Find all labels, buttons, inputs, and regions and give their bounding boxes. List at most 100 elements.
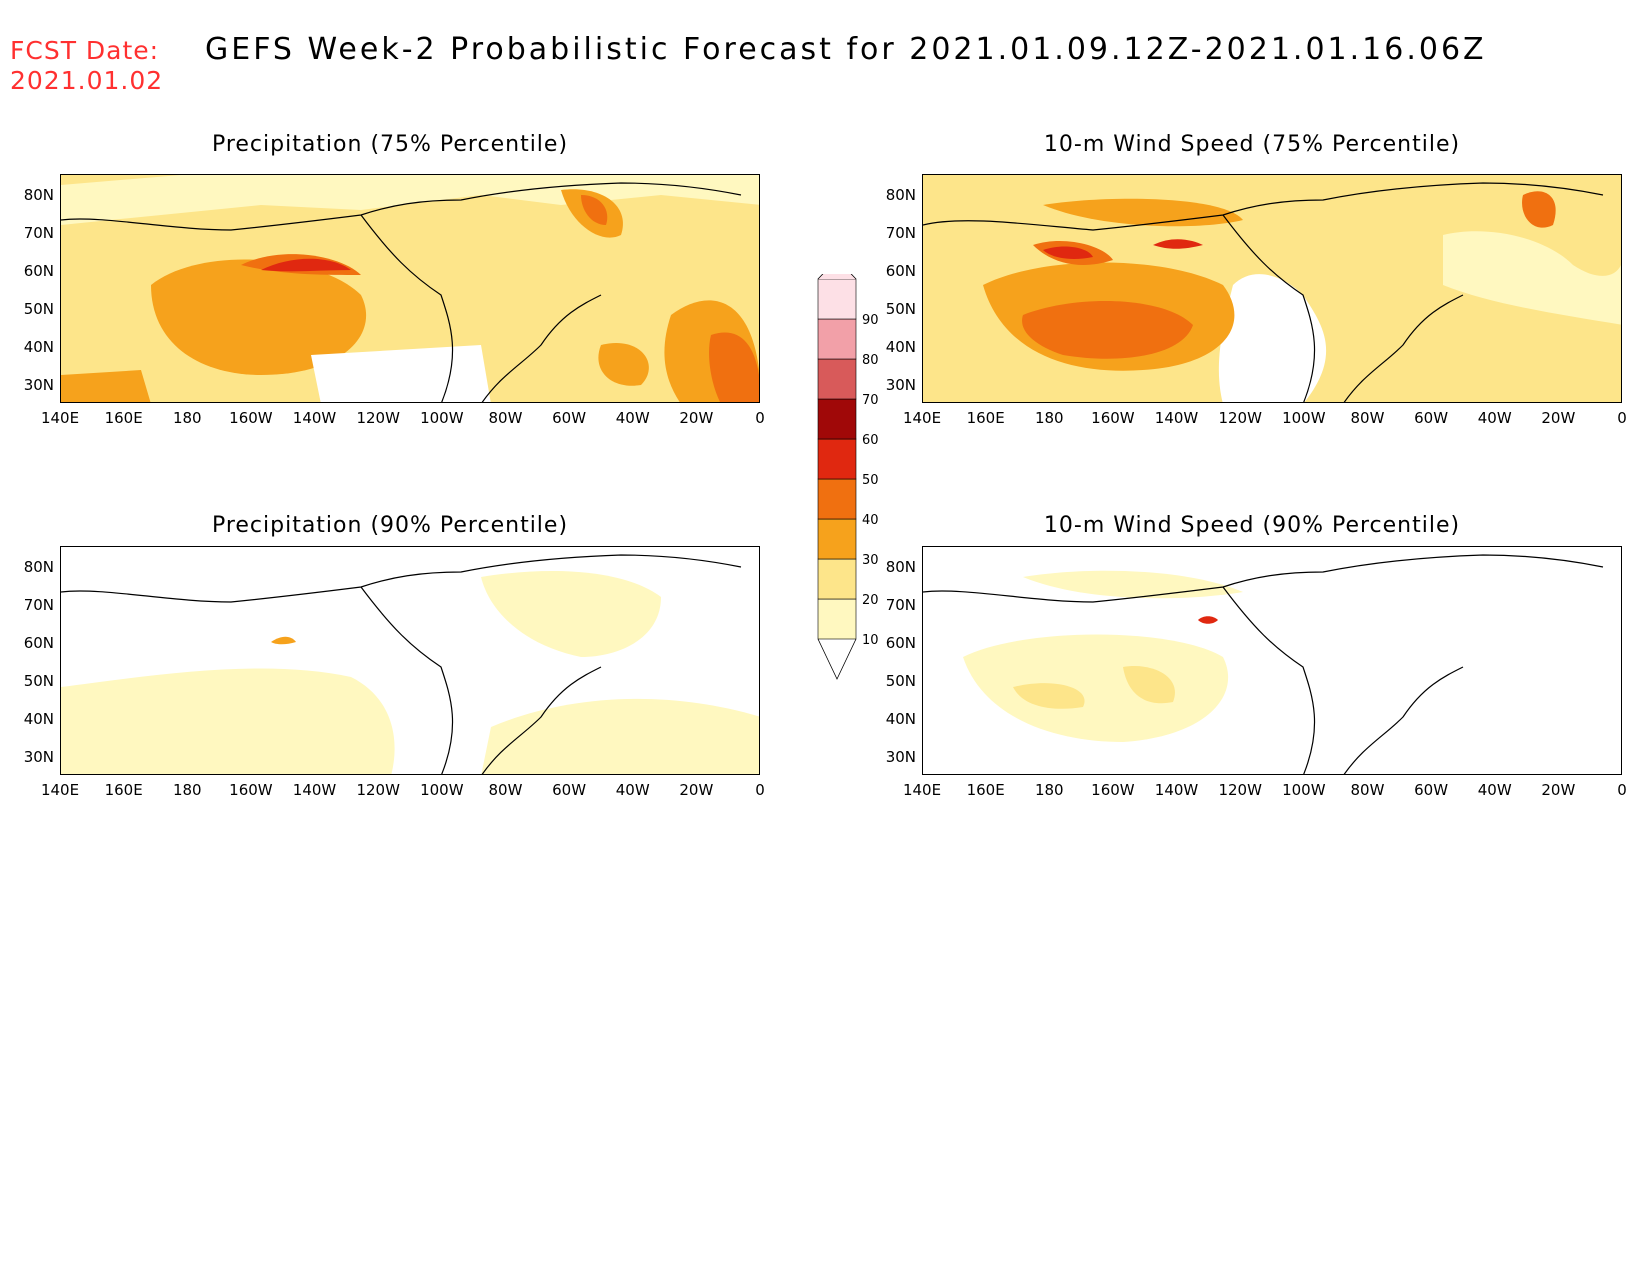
- lon-tick-label: 140W: [1154, 409, 1199, 427]
- colorbar-label: 10: [862, 633, 879, 648]
- lon-tick-label: 160W: [1091, 409, 1135, 427]
- lon-tick-label: 0: [1617, 781, 1627, 799]
- lon-tick-label: 40W: [1477, 409, 1512, 427]
- lon-tick-label: 60W: [1414, 409, 1449, 427]
- lon-tick-label: 120W: [1218, 781, 1262, 799]
- lat-tick-label: 30N: [885, 376, 916, 394]
- lat-tick-label: 30N: [23, 748, 54, 766]
- lat-tick-label: 60N: [23, 262, 54, 280]
- lon-tick-label: 140W: [292, 409, 337, 427]
- lat-tick-label: 50N: [885, 672, 916, 690]
- lon-tick-label: 20W: [679, 781, 714, 799]
- page-title: GEFS Week-2 Probabilistic Forecast for 2…: [205, 32, 1487, 67]
- lon-tick-label: 60W: [552, 409, 587, 427]
- colorbar-label: 70: [862, 393, 879, 408]
- lon-tick-label: 180: [172, 409, 202, 427]
- lon-tick-label: 120W: [356, 409, 400, 427]
- panel-title-precip75: Precipitation (75% Percentile): [211, 132, 569, 157]
- lon-tick-label: 120W: [356, 781, 400, 799]
- lon-tick-label: 160W: [229, 781, 273, 799]
- lon-tick-label: 20W: [1541, 409, 1576, 427]
- colorbar-label: 30: [862, 553, 879, 568]
- lat-tick-label: 60N: [23, 634, 54, 652]
- colorbar-swatch: [817, 278, 857, 320]
- lon-tick-label: 140W: [292, 781, 337, 799]
- colorbar-label: 20: [862, 593, 879, 608]
- fcst-date-label: FCST Date:: [10, 36, 160, 65]
- panel-title-precip90: Precipitation (90% Percentile): [211, 513, 569, 538]
- colorbar-label: 60: [862, 433, 879, 448]
- colorbar-label: 80: [862, 353, 879, 368]
- lat-tick-label: 70N: [885, 596, 916, 614]
- lat-tick-label: 80N: [23, 558, 54, 576]
- lon-tick-label: 0: [755, 781, 765, 799]
- lon-tick-label: 100W: [1282, 781, 1326, 799]
- lat-tick-label: 50N: [885, 300, 916, 318]
- map-precip75: [60, 174, 760, 403]
- lon-tick-label: 140E: [40, 781, 80, 799]
- lon-tick-label: 80W: [488, 409, 523, 427]
- lat-tick-label: 80N: [23, 186, 54, 204]
- lat-tick-label: 60N: [885, 634, 916, 652]
- lon-tick-label: 80W: [488, 781, 523, 799]
- colorbar-swatch: [817, 438, 857, 480]
- lon-tick-label: 60W: [1414, 781, 1449, 799]
- lon-tick-label: 60W: [552, 781, 587, 799]
- lon-tick-label: 40W: [1477, 781, 1512, 799]
- panel-title-wind90: 10-m Wind Speed (90% Percentile): [1043, 513, 1461, 538]
- colorbar-swatch: [817, 598, 857, 640]
- lon-tick-label: 100W: [1282, 409, 1326, 427]
- map-wind75: [922, 174, 1622, 403]
- lon-tick-label: 100W: [420, 781, 464, 799]
- lat-tick-label: 80N: [885, 186, 916, 204]
- panel-title-wind75: 10-m Wind Speed (75% Percentile): [1043, 132, 1461, 157]
- lon-tick-label: 140E: [902, 781, 942, 799]
- lon-tick-label: 0: [1617, 409, 1627, 427]
- lon-tick-label: 160W: [1091, 781, 1135, 799]
- lat-tick-label: 70N: [23, 224, 54, 242]
- lat-tick-label: 40N: [885, 338, 916, 356]
- colorbar-swatch: [817, 358, 857, 400]
- lat-tick-label: 40N: [23, 710, 54, 728]
- lon-tick-label: 20W: [679, 409, 714, 427]
- lat-tick-label: 30N: [885, 748, 916, 766]
- lon-tick-label: 80W: [1350, 781, 1385, 799]
- lat-tick-label: 50N: [23, 300, 54, 318]
- colorbar: 10 20 30 40 50 60 70 80 90: [808, 258, 928, 684]
- colorbar-swatch: [817, 398, 857, 440]
- colorbar-swatch: [817, 318, 857, 360]
- lat-tick-label: 70N: [885, 224, 916, 242]
- lat-tick-label: 50N: [23, 672, 54, 690]
- colorbar-tail: [817, 638, 857, 680]
- lon-tick-label: 40W: [615, 409, 650, 427]
- colorbar-swatch: [817, 478, 857, 520]
- lat-tick-label: 40N: [885, 710, 916, 728]
- map-wind90: [922, 546, 1622, 775]
- lat-tick-label: 70N: [23, 596, 54, 614]
- fcst-date-value: 2021.01.02: [10, 66, 164, 95]
- colorbar-swatch: [817, 518, 857, 560]
- lon-tick-label: 140W: [1154, 781, 1199, 799]
- lat-tick-label: 80N: [885, 558, 916, 576]
- lon-tick-label: 160W: [229, 409, 273, 427]
- lat-tick-label: 60N: [885, 262, 916, 280]
- colorbar-head: [817, 258, 857, 280]
- colorbar-label: 50: [862, 473, 879, 488]
- colorbar-label: 40: [862, 513, 879, 528]
- lon-tick-label: 100W: [420, 409, 464, 427]
- colorbar-label: 90: [862, 313, 879, 328]
- colorbar-swatch: [817, 558, 857, 600]
- lon-tick-label: 0: [755, 409, 765, 427]
- lon-tick-label: 160E: [104, 781, 143, 799]
- lon-tick-label: 20W: [1541, 781, 1576, 799]
- lon-tick-label: 180: [1034, 781, 1064, 799]
- lat-tick-label: 40N: [23, 338, 54, 356]
- lon-tick-label: 120W: [1218, 409, 1262, 427]
- lon-tick-label: 160E: [966, 409, 1005, 427]
- lon-tick-label: 80W: [1350, 409, 1385, 427]
- map-precip90: [60, 546, 760, 775]
- lon-tick-label: 180: [1034, 409, 1064, 427]
- lon-tick-label: 140E: [902, 409, 942, 427]
- lon-tick-label: 180: [172, 781, 202, 799]
- lon-tick-label: 160E: [966, 781, 1005, 799]
